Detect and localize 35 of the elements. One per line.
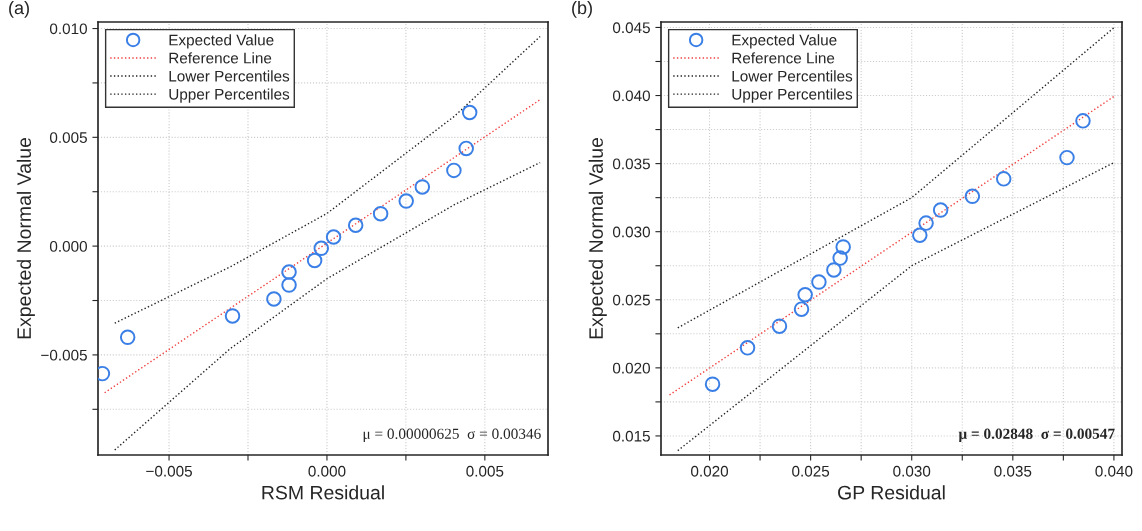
x-tick-label: −0.005 (146, 465, 192, 477)
x-axis-title: RSM Residual (262, 485, 384, 500)
legend-label: Expected Value (732, 34, 837, 49)
y-tick-label: 0.025 (612, 294, 650, 306)
y-tick-label: 0.030 (612, 226, 650, 238)
x-tick-label: 0.040 (1095, 465, 1133, 477)
legend-label: Reference Line (732, 52, 835, 64)
x-tick-label: 0.020 (691, 465, 729, 477)
x-axis-title: GP Residual (838, 485, 945, 500)
y-axis-title: Expected Normal Value (588, 137, 607, 339)
chart-title: (b) (572, 1, 592, 18)
x-tick-label: 0.030 (893, 465, 931, 477)
x-tick-label: 0.035 (994, 465, 1032, 477)
y-tick-label: 0.045 (612, 22, 650, 34)
chart-title: (a) (9, 1, 29, 18)
y-tick-label: −0.005 (41, 349, 87, 361)
annotation: μ = 0.00000625 σ = 0.00346 (363, 428, 541, 443)
y-axis-title: Expected Normal Value (16, 137, 35, 339)
x-tick-label: 0.000 (308, 465, 346, 477)
y-tick-label: 0.010 (49, 23, 87, 35)
x-tick-label: 0.005 (466, 465, 504, 477)
legend-label: Reference Line (169, 52, 272, 64)
x-tick-label: 0.025 (792, 465, 830, 477)
legend-label: Expected Value (169, 34, 274, 49)
y-tick-label: 0.035 (612, 158, 650, 170)
legend-label: Upper Percentiles (169, 88, 290, 103)
legend-label: Lower Percentiles (732, 70, 853, 82)
legend-label: Lower Percentiles (169, 70, 290, 82)
y-tick-label: 0.000 (49, 240, 87, 252)
y-tick-label: 0.015 (612, 430, 650, 442)
annotation: μ = 0.02848 σ = 0.00547 (958, 428, 1115, 443)
y-tick-label: 0.005 (49, 132, 87, 144)
y-tick-label: 0.040 (612, 90, 650, 102)
y-tick-label: 0.020 (612, 362, 650, 374)
legend-label: Upper Percentiles (732, 88, 853, 103)
